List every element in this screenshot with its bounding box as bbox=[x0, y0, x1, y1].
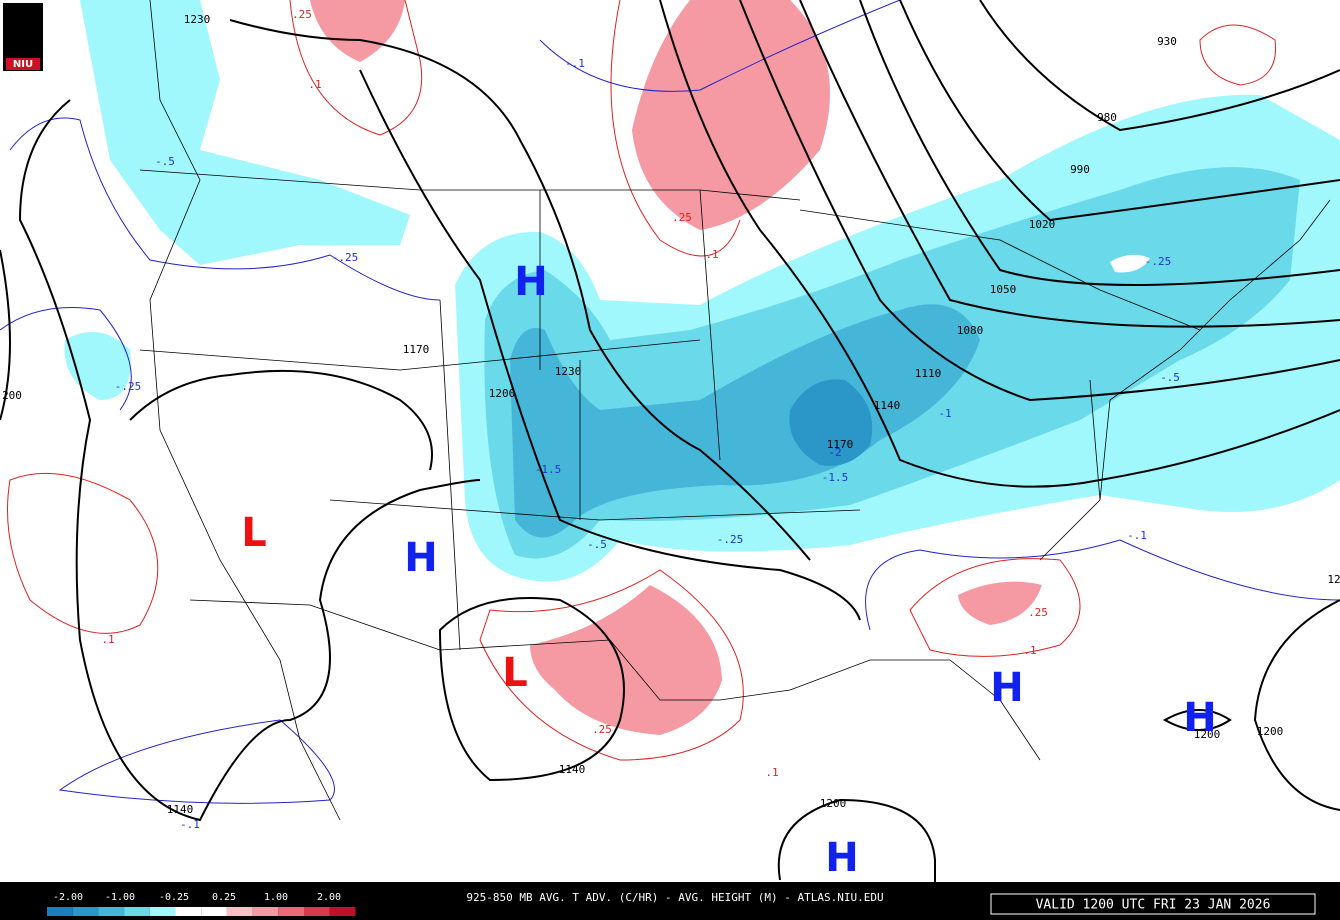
contour-label: 1200 bbox=[1194, 728, 1221, 741]
contour-label: -1.5 bbox=[535, 463, 562, 476]
contour-label: -.5 bbox=[587, 538, 607, 551]
colorbar-swatch bbox=[47, 907, 73, 916]
colorbar-swatch bbox=[98, 907, 125, 916]
contour-label: 1230 bbox=[555, 365, 582, 378]
logo: NIU bbox=[3, 3, 43, 71]
contour-label: 200 bbox=[2, 389, 22, 402]
contour-label: -.25 bbox=[1145, 255, 1172, 268]
contour-label: -.1 bbox=[180, 818, 200, 831]
colorbar-swatch bbox=[329, 907, 356, 916]
contour-label: -1.5 bbox=[822, 471, 849, 484]
contour-label: .25 bbox=[672, 211, 692, 224]
colorbar-swatch bbox=[175, 907, 202, 916]
contour-label: 930 bbox=[1157, 35, 1177, 48]
colorbar-swatch bbox=[226, 907, 253, 916]
pressure-center: L bbox=[241, 510, 267, 556]
logo-band bbox=[6, 58, 40, 70]
labels: 1230 930 980 990 1020 1050 1080 1110 1140 1170 117… bbox=[2, 8, 1340, 881]
contour-label: 1140 bbox=[874, 399, 901, 412]
colorbar-label: 1.00 bbox=[264, 892, 288, 903]
contour-label: 1200 bbox=[1257, 725, 1284, 738]
contour-label: 980 bbox=[1097, 111, 1117, 124]
contour-label: 1050 bbox=[990, 283, 1017, 296]
pressure-center: H bbox=[404, 535, 437, 581]
contour-label: 1170 bbox=[827, 438, 854, 451]
contour-label: 1080 bbox=[957, 324, 984, 337]
colorbar-swatch bbox=[72, 907, 99, 916]
contour-label: -2 bbox=[828, 446, 841, 459]
pressure-center: H bbox=[1183, 695, 1216, 741]
contour-label: 1200 bbox=[820, 797, 847, 810]
contour-label: 1110 bbox=[915, 367, 942, 380]
footer-title: 925-850 MB AVG. T ADV. (C/HR) - AVG. HEI… bbox=[466, 891, 883, 904]
contour-label: -.1 bbox=[1127, 529, 1147, 542]
contour-label: -.5 bbox=[155, 155, 175, 168]
contour-label: .25 bbox=[592, 723, 612, 736]
contour-label: 1230 bbox=[184, 13, 211, 26]
contour-lines bbox=[0, 0, 1340, 882]
colorbar-label: -2.00 bbox=[53, 892, 83, 903]
colorbar-swatch bbox=[304, 907, 330, 916]
colorbar-swatch bbox=[278, 907, 304, 916]
contour-label: .25 bbox=[1028, 606, 1048, 619]
valid-box bbox=[990, 893, 1316, 915]
contour-label: -.25 bbox=[717, 533, 744, 546]
contour-label: -.1 bbox=[565, 57, 585, 70]
contour-label: .1 bbox=[705, 248, 718, 261]
contour-label: .1 bbox=[101, 633, 114, 646]
contour-label: -.25 bbox=[332, 251, 359, 264]
colorbar: -2.00 -1.00 -0.25 0.25 1.00 2.00 bbox=[47, 892, 356, 916]
colorbar-swatch bbox=[124, 907, 150, 916]
contour-label: 12 bbox=[1327, 573, 1340, 586]
valid-time: VALID 1200 UTC FRI 23 JAN 2026 bbox=[1036, 898, 1271, 913]
colorbar-label: 2.00 bbox=[317, 892, 341, 903]
contour-label: -.25 bbox=[115, 380, 142, 393]
contour-label: 1020 bbox=[1029, 218, 1056, 231]
colorbar-label: -0.25 bbox=[159, 892, 189, 903]
colorbar-label: 0.25 bbox=[212, 892, 236, 903]
contour-label: 1170 bbox=[403, 343, 430, 356]
colorbar-swatch bbox=[149, 907, 176, 916]
contour-label: .25 bbox=[292, 8, 312, 21]
logo-text: NIU bbox=[13, 59, 33, 70]
contour-label: .1 bbox=[308, 78, 321, 91]
pressure-center: L bbox=[502, 650, 528, 696]
contour-label: -.5 bbox=[1160, 371, 1180, 384]
pressure-center: H bbox=[990, 665, 1023, 711]
boundaries bbox=[139, 0, 1331, 821]
contour-label: 1200 bbox=[489, 387, 516, 400]
colorbar-label: -1.00 bbox=[105, 892, 135, 903]
pressure-center: H bbox=[514, 259, 547, 305]
contour-label: 990 bbox=[1070, 163, 1090, 176]
colorbar-swatch bbox=[252, 907, 279, 916]
colorbar-swatch bbox=[201, 907, 227, 916]
contour-label: 1140 bbox=[167, 803, 194, 816]
pressure-center: H bbox=[825, 835, 858, 881]
contour-label: .1 bbox=[765, 766, 778, 779]
contour-label: 1140 bbox=[559, 763, 586, 776]
contour-label: -1 bbox=[938, 407, 951, 420]
contour-label: .1 bbox=[1023, 644, 1036, 657]
